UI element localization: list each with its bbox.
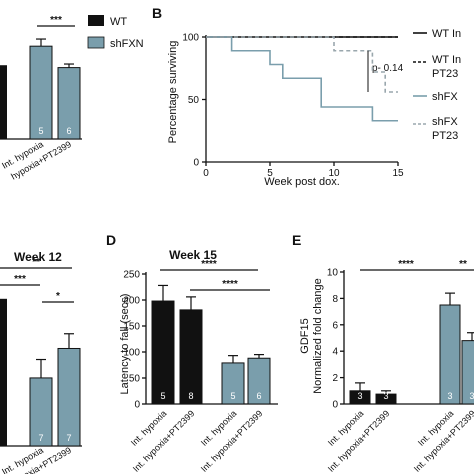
panel-c-bar-shfxn-3 bbox=[57, 347, 81, 447]
panel-b-series-3 bbox=[206, 36, 398, 93]
panel-d-bar-1 bbox=[179, 309, 203, 405]
panel-e-ylabel-line2: Normalized fold change bbox=[312, 278, 324, 394]
panel-d-sig-1-label: **** bbox=[222, 279, 238, 290]
panel-e-ytick-label-5: 10 bbox=[327, 268, 339, 279]
panel-b-pvalue: p- 0.14 bbox=[372, 63, 404, 74]
panel-e-bar-2 bbox=[439, 304, 461, 405]
panel-e-ytick-label-2: 4 bbox=[332, 347, 338, 358]
panel-e-sig-1-label: ** bbox=[459, 259, 467, 270]
legend-b-label-2a: WT In bbox=[432, 54, 461, 66]
legend-b-label-1: WT In bbox=[432, 28, 461, 40]
panel-e-ytick-label-1: 2 bbox=[332, 373, 338, 384]
panel-c-n-label-3: 7 bbox=[66, 433, 71, 443]
panel-b-xtick-label-0: 0 bbox=[203, 168, 209, 179]
panel-d-n-label-1: 8 bbox=[188, 391, 193, 401]
panel-d-n-label-2: 5 bbox=[230, 391, 235, 401]
panel-letter-d: D bbox=[106, 232, 116, 248]
panel-e-n-label-1: 3 bbox=[383, 391, 388, 401]
panel-e-ytick-label-3: 6 bbox=[332, 320, 338, 331]
panel-b-ytick-label-1: 50 bbox=[188, 95, 200, 106]
panel-b-xlabel: Week post dox. bbox=[264, 176, 340, 188]
legend-swatch-shfxn bbox=[87, 36, 105, 49]
panel-d-ylabel: Latency to fall (secs) bbox=[119, 294, 131, 395]
panel-e-n-label-0: 3 bbox=[357, 391, 362, 401]
panel-d-title: Week 15 bbox=[169, 248, 217, 262]
panel-e-ylabel-line1: GDF15 bbox=[299, 318, 311, 353]
panel-d-ytick-label-3: 150 bbox=[123, 322, 140, 333]
panel-d-ytick-label-5: 250 bbox=[123, 270, 140, 281]
chart-marks: 56***9Int. hypoxiahypoxia+PT239905010005… bbox=[0, 15, 474, 474]
panel-letter-b: B bbox=[152, 5, 162, 21]
panel-a-n-label-3: 6 bbox=[66, 126, 71, 136]
legend-label-shfxn: shFXN bbox=[110, 38, 144, 50]
legend-b-label-4b: PT23 bbox=[432, 130, 458, 142]
panel-b-xtick-label-2: 10 bbox=[328, 168, 340, 179]
panel-b-ytick-label-2: 100 bbox=[182, 33, 199, 44]
panel-c-n-label-2: 7 bbox=[38, 433, 43, 443]
panel-d-ytick-label-0: 0 bbox=[134, 400, 140, 411]
legend-label-wt: WT bbox=[110, 16, 127, 28]
panel-b-xtick-label-3: 15 bbox=[392, 168, 404, 179]
panel-b-xtick-label-1: 5 bbox=[267, 168, 273, 179]
panel-e-n-label-2: 3 bbox=[447, 391, 452, 401]
panel-c-bar-wt bbox=[0, 298, 7, 446]
panel-d-ytick-label-2: 100 bbox=[123, 348, 140, 359]
panel-d-ytick-label-1: 50 bbox=[129, 374, 141, 385]
legend-b-label-3: shFX bbox=[432, 91, 458, 103]
panel-d-bar-0 bbox=[151, 300, 175, 405]
panel-d-sig-0-label: **** bbox=[201, 259, 217, 270]
panel-c-sig-1-label: *** bbox=[14, 274, 26, 285]
panel-c-sig-2-label: * bbox=[56, 291, 60, 302]
panel-e-ytick-label-0: 0 bbox=[332, 400, 338, 411]
legend-swatch-wt bbox=[88, 15, 104, 26]
panel-letter-e: E bbox=[292, 232, 301, 248]
panel-d-n-label-0: 5 bbox=[160, 391, 165, 401]
legend-b-label-2b: PT23 bbox=[432, 68, 458, 80]
panel-e-sig-0-label: **** bbox=[398, 259, 414, 270]
panel-b-ylabel: Percentage surviving bbox=[167, 41, 179, 144]
legend-top: WT shFXN bbox=[87, 15, 144, 50]
panel-b-legend: WT In WT In PT23 shFX shFX PT23 bbox=[413, 28, 461, 142]
panel-a-sig-label: *** bbox=[50, 15, 62, 26]
panel-e-ytick-label-4: 8 bbox=[332, 294, 338, 305]
panel-e-n-label-3: 3 bbox=[469, 391, 474, 401]
legend-b-label-4a: shFX bbox=[432, 116, 458, 128]
panel-c-title: Week 12 bbox=[14, 250, 62, 264]
panel-a-n-label-2: 5 bbox=[38, 126, 43, 136]
panel-b-series-2 bbox=[206, 36, 398, 122]
panel-d-n-label-3: 6 bbox=[256, 391, 261, 401]
panel-a-bar-wt bbox=[0, 65, 7, 139]
panel-b-ytick-label-0: 0 bbox=[193, 158, 199, 169]
panel-d-ytick-label-4: 200 bbox=[123, 296, 140, 307]
panel-c-sig-0-label: ** bbox=[32, 257, 40, 268]
